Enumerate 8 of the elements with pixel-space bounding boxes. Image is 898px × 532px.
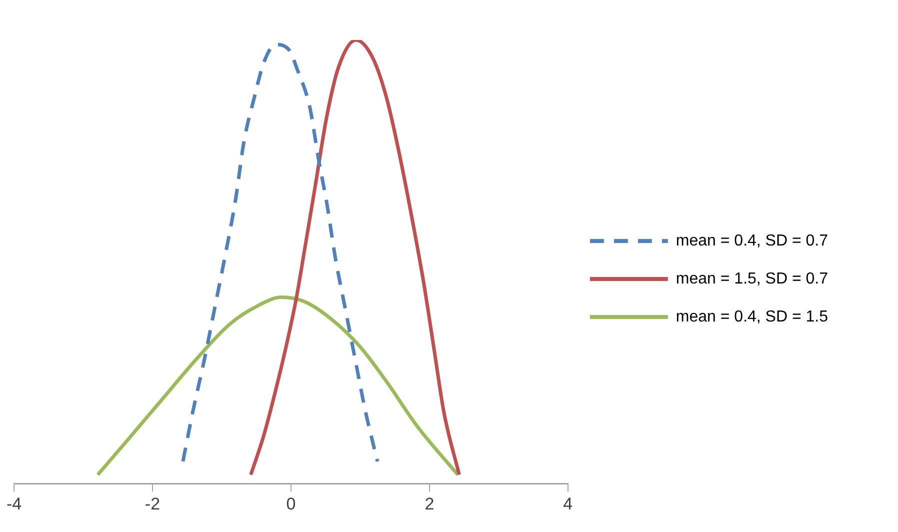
- legend-label: mean = 0.4, SD = 0.7: [676, 232, 828, 250]
- x-tick-label: -4: [6, 494, 22, 514]
- x-tick-label: -2: [144, 494, 160, 514]
- x-tick-label: 2: [424, 494, 434, 514]
- legend-label: mean = 0.4, SD = 1.5: [676, 308, 828, 326]
- legend-label: mean = 1.5, SD = 0.7: [676, 270, 828, 288]
- x-tick-label: 4: [563, 494, 573, 514]
- x-tick-label: 0: [286, 494, 296, 514]
